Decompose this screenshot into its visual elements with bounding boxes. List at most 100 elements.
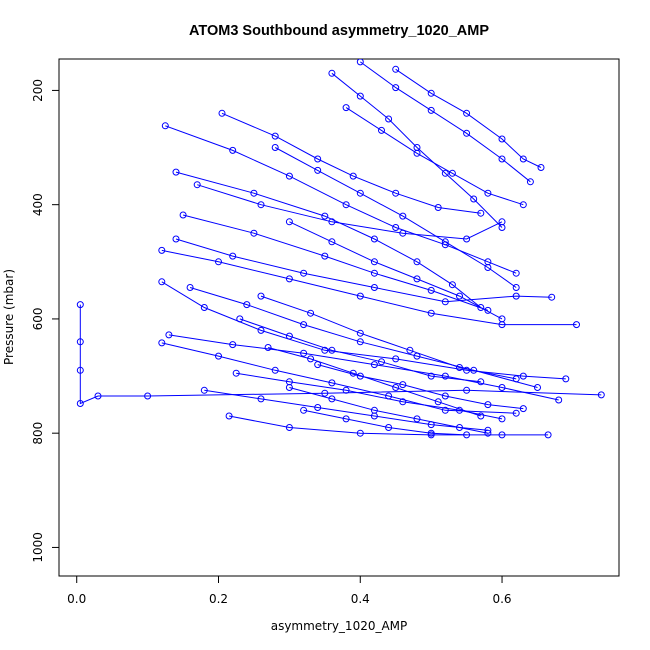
data-point (307, 309, 315, 317)
data-point (225, 412, 233, 420)
series-line-13 (204, 389, 488, 431)
data-point (76, 366, 84, 374)
data-point (463, 235, 471, 243)
data-point (448, 281, 456, 289)
data-point (544, 431, 552, 439)
data-point (349, 172, 357, 180)
x-tick-label: 0.6 (492, 592, 511, 606)
data-point (186, 284, 194, 291)
data-point (597, 391, 605, 399)
series-line-19 (289, 387, 488, 434)
data-point (498, 315, 506, 323)
data-point (427, 429, 435, 437)
data-point (470, 366, 478, 374)
data-point (498, 384, 506, 391)
data-point (427, 89, 435, 97)
data-point (448, 169, 456, 177)
data-point (484, 264, 492, 271)
series-line-7 (221, 112, 481, 214)
data-point (314, 155, 322, 163)
series-line-9 (182, 214, 489, 311)
series-line-6 (175, 238, 552, 303)
data-point (328, 69, 336, 77)
data-point (356, 59, 364, 66)
data-point (285, 218, 293, 226)
data-point (477, 378, 485, 386)
series-line-3 (165, 125, 517, 274)
data-point (434, 204, 442, 211)
data-point (463, 386, 471, 394)
data-point (463, 366, 471, 374)
data-point (321, 389, 329, 397)
data-point (573, 321, 580, 329)
data-point (519, 201, 527, 209)
x-tick-label: 0.4 (351, 592, 370, 606)
data-point (76, 400, 84, 407)
data-point (271, 132, 279, 140)
data-point (370, 284, 378, 291)
data-point (477, 209, 485, 217)
data-point (165, 331, 173, 339)
data-marks (76, 59, 605, 439)
data-point (385, 115, 393, 123)
data-point (399, 212, 407, 220)
series-line-24 (289, 221, 503, 320)
data-point (463, 129, 471, 137)
x-axis: 0.0 0.2 0.4 0.6 (67, 575, 512, 606)
data-point (498, 431, 506, 439)
data-point (498, 415, 506, 423)
data-point (548, 293, 556, 301)
data-point (356, 292, 364, 300)
data-point (250, 189, 258, 197)
series-line-10 (168, 334, 559, 401)
plot-frame (58, 58, 620, 577)
data-point (427, 309, 435, 317)
series-line-18 (360, 61, 531, 183)
series-line-16 (274, 147, 517, 288)
data-point (477, 412, 485, 420)
data-point (236, 315, 244, 323)
data-point (257, 326, 265, 334)
series-line-25 (239, 318, 481, 383)
data-point (285, 275, 293, 283)
data-point (300, 349, 308, 357)
data-point (370, 269, 378, 277)
y-tick-label: 400 (31, 193, 45, 216)
data-point (271, 366, 279, 374)
series-line-5 (161, 249, 577, 326)
data-point (158, 339, 166, 347)
data-point (399, 398, 407, 406)
data-point (512, 409, 520, 417)
y-tick-label: 1000 (31, 532, 45, 563)
data-point (399, 381, 407, 389)
series-line-0 (79, 304, 602, 405)
data-point (314, 404, 322, 411)
data-point (562, 375, 570, 383)
data-point (519, 155, 527, 163)
data-point (76, 301, 84, 309)
data-point (342, 104, 350, 112)
data-point (342, 201, 350, 209)
data-point (484, 306, 492, 314)
data-point (356, 189, 364, 197)
data-point (470, 195, 478, 203)
data-point (427, 372, 435, 380)
data-point (427, 106, 435, 114)
data-point (300, 321, 308, 329)
data-point (392, 84, 400, 92)
data-point (434, 398, 442, 406)
data-point (300, 269, 308, 277)
series-line-17 (331, 72, 503, 228)
data-point (229, 252, 237, 260)
data-point (314, 166, 322, 174)
data-point (392, 384, 400, 391)
series-line-26 (317, 364, 524, 410)
data-point (179, 211, 187, 219)
series-line-4 (175, 171, 482, 308)
data-point (257, 292, 265, 300)
data-point (356, 429, 364, 437)
data-point (158, 246, 166, 254)
series-line-1 (229, 415, 549, 436)
data-point (158, 278, 166, 286)
data-point (264, 344, 272, 351)
